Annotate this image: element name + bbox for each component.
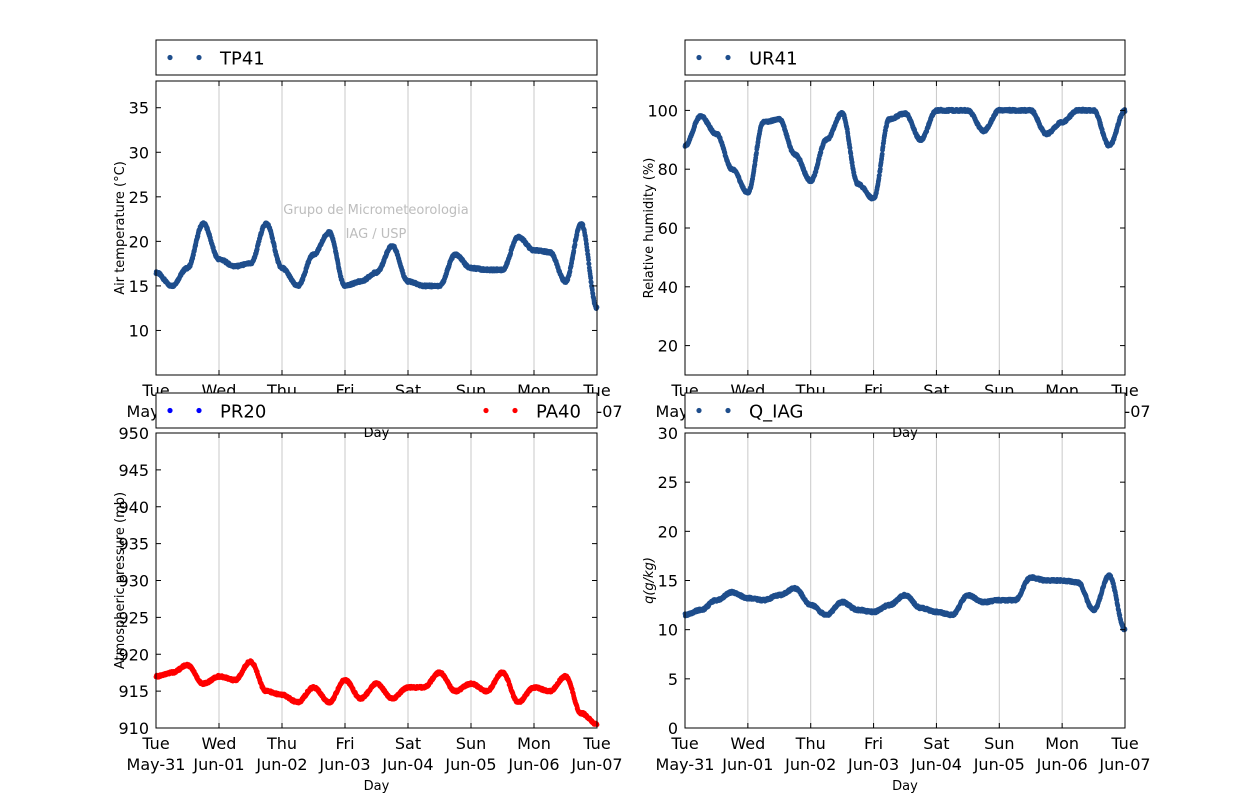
- series-tp41: [153, 220, 600, 311]
- grid-layer: [218, 81, 1063, 728]
- series-pa40: [153, 658, 600, 728]
- series-q-iag: [682, 572, 1128, 633]
- series-ur41: [682, 106, 1128, 202]
- data-layer: [153, 106, 1128, 728]
